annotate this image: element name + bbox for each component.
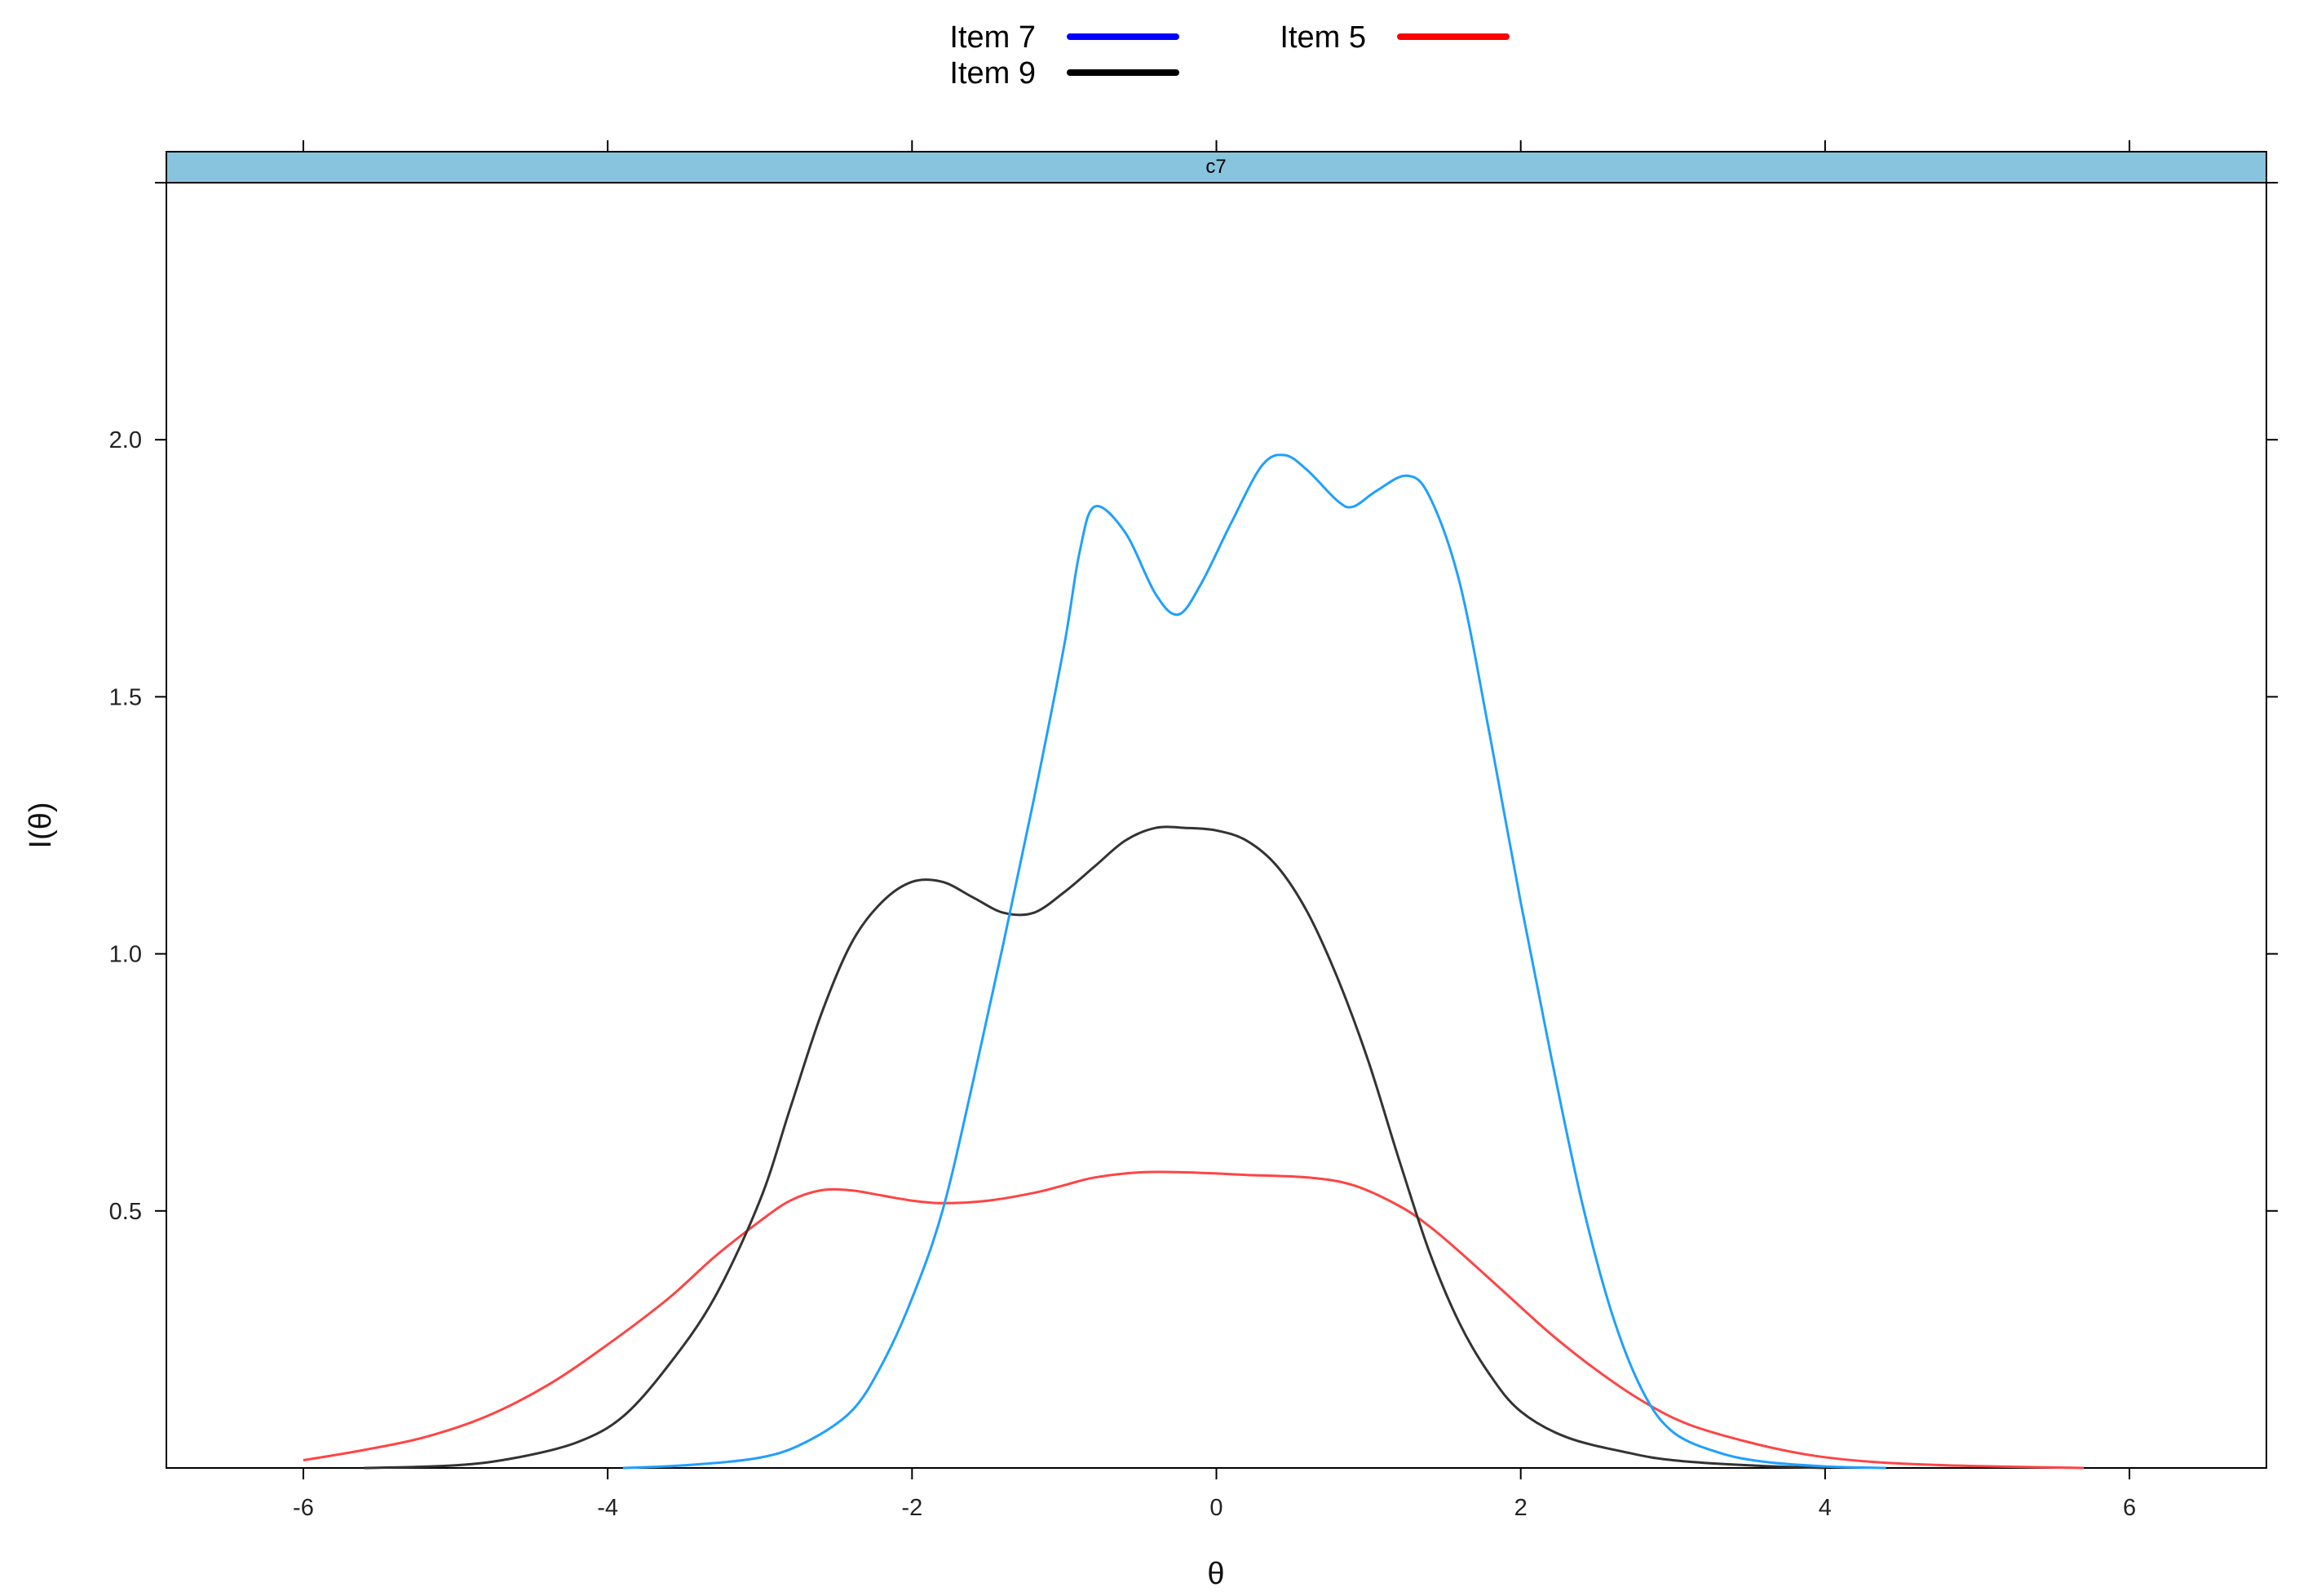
y-tick-label: 1.0 xyxy=(109,942,142,968)
panel-strip-label: c7 xyxy=(1205,156,1226,178)
x-tick-label: 6 xyxy=(2123,1495,2136,1521)
x-axis-label: θ xyxy=(1207,1557,1224,1591)
y-axis-label: I(θ) xyxy=(24,802,58,849)
legend-label: Item 5 xyxy=(1280,20,1366,55)
y-tick-label: 1.5 xyxy=(109,684,142,710)
series-lines xyxy=(303,453,2085,1470)
y-tick-label: 2.0 xyxy=(109,427,142,453)
x-tick-label: 4 xyxy=(1819,1495,1832,1521)
panel-strip xyxy=(166,151,2267,183)
axis-ticks: -6 -4 -2 0 2 4 6 0.5 1.0 1.5 2.0 xyxy=(109,140,2278,1521)
x-tick-label: -6 xyxy=(293,1495,314,1521)
x-tick-label: -2 xyxy=(901,1495,922,1521)
legend-label: Item 7 xyxy=(949,20,1036,55)
x-tick-label: 2 xyxy=(1514,1495,1528,1521)
x-tick-label: -4 xyxy=(597,1495,618,1521)
x-tick-label: 0 xyxy=(1209,1495,1223,1521)
series-line-item-5 xyxy=(303,1170,2085,1470)
series-line-item-7 xyxy=(622,453,1886,1470)
plot-frame xyxy=(166,182,2267,1469)
y-tick-label: 0.5 xyxy=(109,1199,142,1225)
legend-label: Item 9 xyxy=(949,56,1036,91)
series-line-item-9 xyxy=(364,825,1825,1470)
